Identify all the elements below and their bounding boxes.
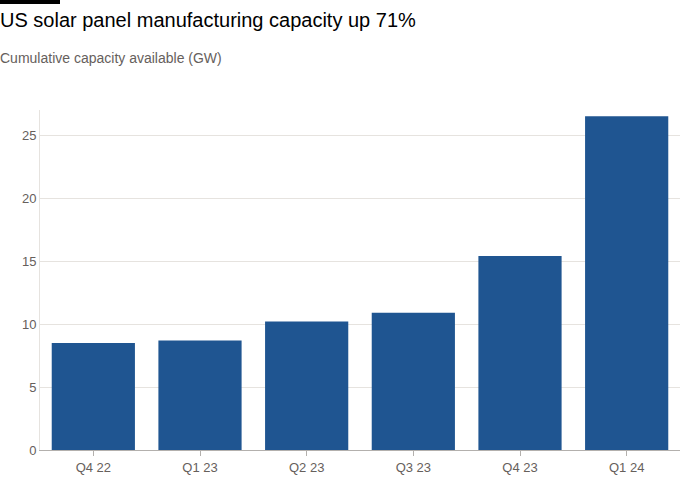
svg-text:0: 0	[29, 443, 36, 458]
svg-text:20: 20	[22, 191, 36, 206]
svg-text:Q3 23: Q3 23	[396, 460, 431, 475]
svg-text:Q4 23: Q4 23	[502, 460, 537, 475]
svg-text:15: 15	[22, 254, 36, 269]
svg-text:Q2 23: Q2 23	[289, 460, 324, 475]
svg-text:US solar panel manufacturing c: US solar panel manufacturing capacity up…	[0, 9, 416, 31]
svg-text:Q1 23: Q1 23	[182, 460, 217, 475]
svg-text:Cumulative capacity available: Cumulative capacity available (GW)	[0, 50, 222, 66]
svg-text:5: 5	[29, 380, 36, 395]
svg-text:Q1 24: Q1 24	[609, 460, 644, 475]
svg-text:Q4 22: Q4 22	[76, 460, 111, 475]
svg-text:25: 25	[22, 128, 36, 143]
svg-text:10: 10	[22, 317, 36, 332]
